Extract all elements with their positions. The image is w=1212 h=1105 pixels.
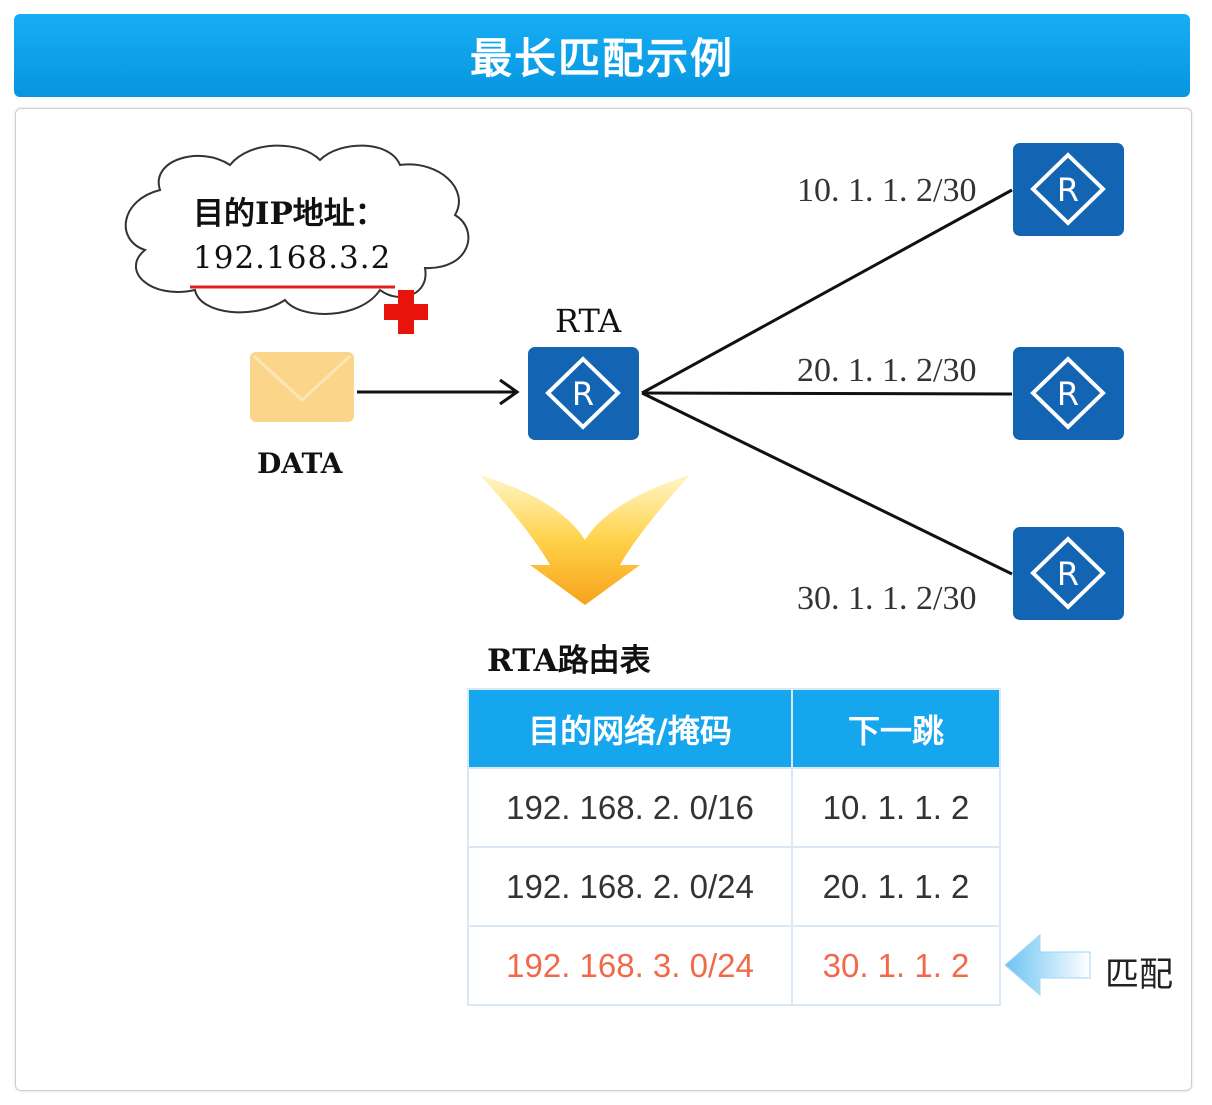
routing-table: 目的网络/掩码 下一跳 192. 168. 2. 0/16 10. 1. 1. … bbox=[467, 688, 1001, 1006]
router-rta[interactable]: R bbox=[528, 347, 639, 440]
next-hop-label: 10. 1. 1. 2/30 bbox=[797, 172, 977, 209]
plus-icon bbox=[384, 290, 428, 334]
cell-next-hop: 10. 1. 1. 2 bbox=[791, 767, 1001, 848]
router-next-hop-1[interactable]: R bbox=[1013, 143, 1124, 236]
table-row-matched: 192. 168. 3. 0/24 30. 1. 1. 2 bbox=[467, 925, 1001, 1006]
router-icon: R bbox=[1030, 152, 1106, 226]
router-next-hop-2[interactable]: R bbox=[1013, 347, 1124, 440]
table-header-row: 目的网络/掩码 下一跳 bbox=[467, 688, 1001, 769]
destination-ip: 192.168.3.2 bbox=[193, 240, 392, 276]
next-hop-label: 20. 1. 1. 2/30 bbox=[797, 352, 977, 389]
cell-destination: 192. 168. 3. 0/24 bbox=[467, 925, 793, 1006]
svg-text:R: R bbox=[1057, 171, 1079, 209]
arrow-to-rta bbox=[357, 378, 520, 406]
router-icon: R bbox=[545, 356, 621, 430]
column-header-destination: 目的网络/掩码 bbox=[467, 688, 793, 769]
table-row: 192. 168. 2. 0/24 20. 1. 1. 2 bbox=[467, 846, 1001, 927]
router-icon: R bbox=[1030, 356, 1106, 430]
down-arrow-icon bbox=[480, 475, 690, 605]
rta-label: RTA bbox=[555, 302, 622, 340]
column-header-next-hop: 下一跳 bbox=[791, 688, 1001, 769]
cell-next-hop: 20. 1. 1. 2 bbox=[791, 846, 1001, 927]
cloud-label: 目的IP地址： bbox=[193, 196, 386, 232]
table-caption: RTA路由表 bbox=[487, 643, 651, 679]
cloud-shape bbox=[124, 144, 470, 315]
svg-text:R: R bbox=[1057, 375, 1079, 413]
envelope-icon bbox=[250, 352, 354, 422]
link-lines bbox=[641, 188, 1013, 576]
packet-label: DATA bbox=[257, 447, 343, 480]
cell-destination: 192. 168. 2. 0/16 bbox=[467, 767, 793, 848]
match-arrow-icon bbox=[1004, 933, 1091, 997]
next-hop-label: 30. 1. 1. 2/30 bbox=[797, 580, 977, 617]
svg-text:R: R bbox=[572, 375, 594, 413]
router-next-hop-3[interactable]: R bbox=[1013, 527, 1124, 620]
title-bar: 最长匹配示例 bbox=[14, 14, 1190, 97]
router-icon: R bbox=[1030, 536, 1106, 610]
cell-destination: 192. 168. 2. 0/24 bbox=[467, 846, 793, 927]
svg-text:R: R bbox=[1057, 555, 1079, 593]
match-label: 匹配 bbox=[1105, 955, 1173, 995]
diagram-panel bbox=[15, 108, 1192, 1091]
cell-next-hop: 30. 1. 1. 2 bbox=[791, 925, 1001, 1006]
page-title: 最长匹配示例 bbox=[469, 34, 734, 83]
table-row: 192. 168. 2. 0/16 10. 1. 1. 2 bbox=[467, 767, 1001, 848]
